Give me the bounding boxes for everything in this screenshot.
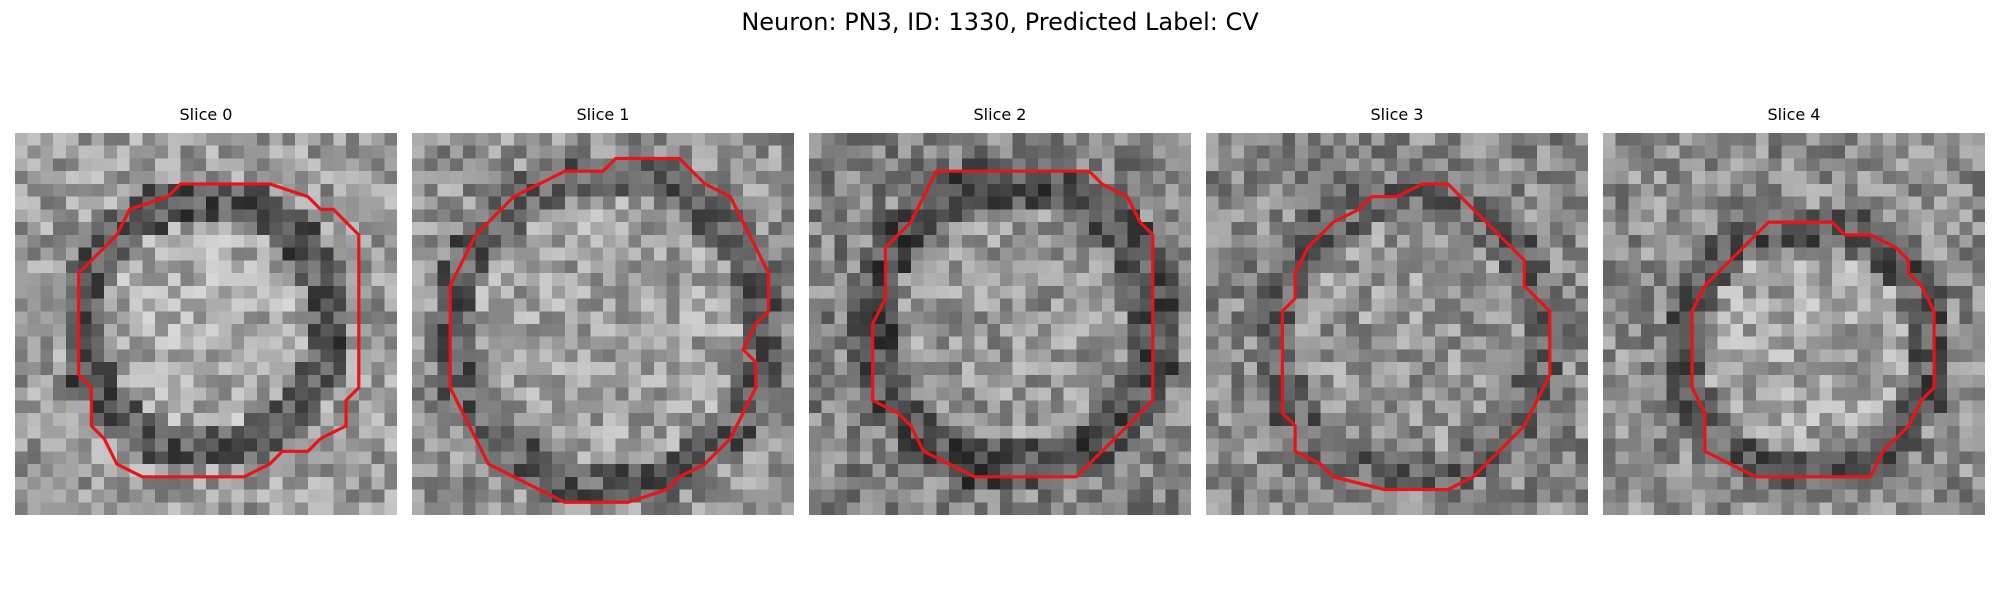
slice-panel-1: Slice 1 (412, 104, 794, 515)
segmentation-contour (1280, 182, 1552, 492)
segmentation-contour (871, 169, 1155, 479)
segmentation-contour (77, 182, 361, 479)
slice-title: Slice 2 (973, 105, 1027, 124)
slice-panel-4: Slice 4 (1603, 104, 1985, 515)
figure-title: Neuron: PN3, ID: 1330, Predicted Label: … (741, 8, 1259, 36)
segmentation-contour (1690, 220, 1936, 479)
slice-title: Slice 4 (1767, 105, 1821, 124)
slice-image (1603, 133, 1985, 515)
slice-panel-2: Slice 2 (809, 104, 1191, 515)
slice-panel-0: Slice 0 (15, 104, 397, 515)
segmentation-contour (448, 156, 771, 504)
slice-panel-3: Slice 3 (1206, 104, 1588, 515)
slice-title: Slice 0 (179, 105, 233, 124)
slice-title: Slice 1 (576, 105, 630, 124)
slice-title: Slice 3 (1370, 105, 1424, 124)
